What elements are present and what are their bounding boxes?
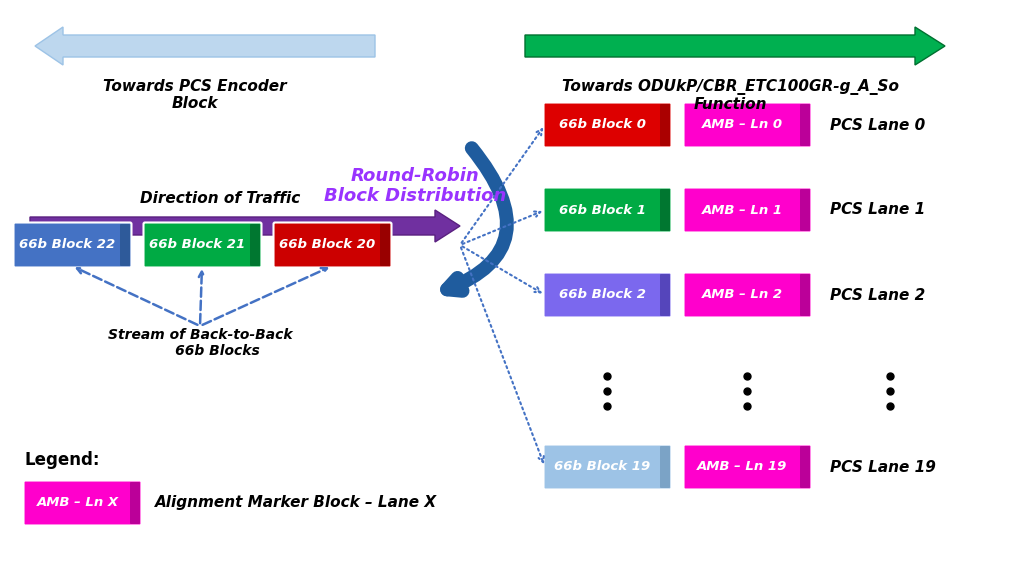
FancyBboxPatch shape: [683, 445, 811, 490]
Text: Stream of Back-to-Back
       66b Blocks: Stream of Back-to-Back 66b Blocks: [108, 328, 292, 358]
Text: Round-Robin
Block Distribution: Round-Robin Block Distribution: [324, 166, 506, 206]
Text: 66b Block 2: 66b Block 2: [559, 289, 646, 301]
Text: 66b Block 21: 66b Block 21: [150, 238, 246, 252]
FancyBboxPatch shape: [660, 274, 670, 316]
Text: Towards PCS Encoder
Block: Towards PCS Encoder Block: [103, 79, 287, 111]
Text: 66b Block 1: 66b Block 1: [559, 203, 646, 217]
Text: Towards ODUkP/CBR_ETC100GR-g_A_So
Function: Towards ODUkP/CBR_ETC100GR-g_A_So Functi…: [561, 79, 898, 112]
Text: AMB – Ln 19: AMB – Ln 19: [697, 460, 787, 473]
FancyBboxPatch shape: [683, 103, 811, 147]
Text: AMB – Ln 1: AMB – Ln 1: [701, 203, 783, 217]
FancyBboxPatch shape: [24, 480, 141, 525]
FancyBboxPatch shape: [273, 222, 391, 267]
FancyBboxPatch shape: [544, 445, 672, 490]
Text: PCS Lane 2: PCS Lane 2: [830, 287, 926, 302]
Text: PCS Lane 0: PCS Lane 0: [830, 118, 926, 132]
Text: 66b Block 0: 66b Block 0: [559, 119, 646, 131]
FancyBboxPatch shape: [13, 222, 131, 267]
FancyArrow shape: [525, 27, 945, 65]
Text: PCS Lane 1: PCS Lane 1: [830, 203, 926, 218]
FancyBboxPatch shape: [800, 274, 810, 316]
FancyArrow shape: [30, 210, 460, 242]
Text: AMB – Ln 0: AMB – Ln 0: [701, 119, 783, 131]
FancyBboxPatch shape: [683, 272, 811, 317]
FancyBboxPatch shape: [683, 188, 811, 233]
FancyBboxPatch shape: [660, 104, 670, 146]
Text: 66b Block 19: 66b Block 19: [554, 460, 650, 473]
FancyBboxPatch shape: [800, 189, 810, 231]
FancyArrow shape: [35, 27, 375, 65]
FancyBboxPatch shape: [544, 272, 672, 317]
Text: PCS Lane 19: PCS Lane 19: [830, 460, 936, 475]
FancyBboxPatch shape: [544, 188, 672, 233]
FancyBboxPatch shape: [120, 224, 130, 266]
FancyBboxPatch shape: [130, 482, 140, 524]
FancyBboxPatch shape: [544, 103, 672, 147]
Text: Direction of Traffic: Direction of Traffic: [140, 191, 300, 206]
FancyBboxPatch shape: [380, 224, 390, 266]
Text: Alignment Marker Block – Lane X: Alignment Marker Block – Lane X: [155, 495, 437, 510]
Text: AMB – Ln 2: AMB – Ln 2: [701, 289, 783, 301]
Text: AMB – Ln X: AMB – Ln X: [37, 497, 119, 510]
FancyBboxPatch shape: [143, 222, 261, 267]
FancyBboxPatch shape: [800, 104, 810, 146]
Text: Legend:: Legend:: [25, 451, 100, 469]
Text: 66b Block 22: 66b Block 22: [19, 238, 116, 252]
Text: 66b Block 20: 66b Block 20: [280, 238, 376, 252]
FancyBboxPatch shape: [250, 224, 260, 266]
FancyBboxPatch shape: [660, 189, 670, 231]
FancyBboxPatch shape: [660, 446, 670, 488]
FancyBboxPatch shape: [800, 446, 810, 488]
